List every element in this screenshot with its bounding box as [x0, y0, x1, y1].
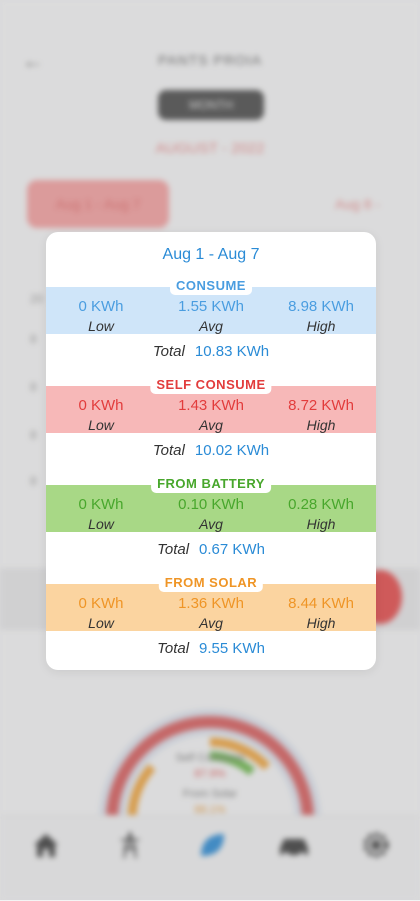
from-solar-high: 8.44 KWh High	[288, 595, 354, 631]
settings-icon[interactable]	[356, 830, 396, 866]
from-battery-title: FROM BATTERY	[151, 475, 271, 493]
car-icon[interactable]	[274, 830, 314, 866]
from-battery-low: 0 KWh Low	[78, 496, 124, 532]
leaf-icon[interactable]	[192, 830, 232, 866]
from-solar-title: FROM SOLAR	[158, 574, 264, 592]
gauge-arc-battery	[209, 751, 255, 776]
from-battery-avg: 0.10 KWh Avg	[178, 496, 244, 532]
modal-title: Aug 1 - Aug 7	[162, 246, 260, 263]
from-solar-avg: 1.36 KWh Avg	[178, 595, 244, 631]
from-solar-low: 0 KWh Low	[78, 595, 124, 631]
row-marker: 8	[30, 474, 37, 488]
gauge-value-1: 87.9%	[194, 768, 226, 780]
row-marker: 8	[30, 332, 37, 346]
home-icon[interactable]	[26, 830, 66, 866]
next-week-link[interactable]: Aug 8 -	[335, 196, 381, 212]
gauge-value-2: 88.1%	[194, 804, 226, 816]
self-consume-low: 0 KWh Low	[78, 397, 124, 433]
gauge-label-1: Self Consume	[175, 752, 245, 764]
month-label: AUGUST - 2022	[155, 140, 265, 157]
header: ← PANTS PROIA MONTH	[0, 0, 420, 120]
back-arrow-icon[interactable]: ←	[22, 48, 44, 73]
row-marker: 8	[30, 428, 37, 442]
gauge-chart	[99, 709, 321, 821]
week-selector[interactable]: Aug 1 - Aug 7	[27, 180, 169, 228]
gauge-arc-self	[106, 716, 211, 821]
from-battery-high: 0.28 KWh High	[288, 496, 354, 532]
gauge-label-2: From Solar	[182, 788, 238, 800]
screen-title: PANTS PROIA	[157, 52, 263, 68]
gauge-arc-self-right	[209, 716, 314, 821]
self-consume-title: SELF CONSUME	[150, 376, 272, 394]
consume-title: CONSUME	[170, 277, 252, 295]
week-summary-modal: Aug 1 - Aug 7 0 KWh Low 1.55 KWh Avg 8.9…	[46, 232, 376, 670]
period-selector[interactable]: MONTH	[158, 90, 264, 120]
power-line-icon[interactable]	[110, 830, 150, 866]
row-marker: 8	[30, 380, 37, 394]
from-battery-total: Total 0.67 KWh	[157, 541, 265, 558]
consume-total: Total 10.83 KWh	[152, 343, 270, 360]
consume-avg: 1.55 KWh Avg	[178, 298, 244, 334]
gauge-arc-solar-right	[209, 737, 271, 771]
consume-high: 8.98 KWh High	[288, 298, 354, 334]
consume-low: 0 KWh Low	[78, 298, 124, 334]
self-consume-total: Total 10.02 KWh	[152, 442, 270, 459]
self-consume-high: 8.72 KWh High	[288, 397, 354, 433]
self-consume-avg: 1.43 KWh Avg	[178, 397, 244, 433]
tab-bar	[0, 815, 420, 901]
from-solar-total: Total 9.55 KWh	[157, 640, 265, 657]
row-marker: 20	[30, 292, 44, 306]
